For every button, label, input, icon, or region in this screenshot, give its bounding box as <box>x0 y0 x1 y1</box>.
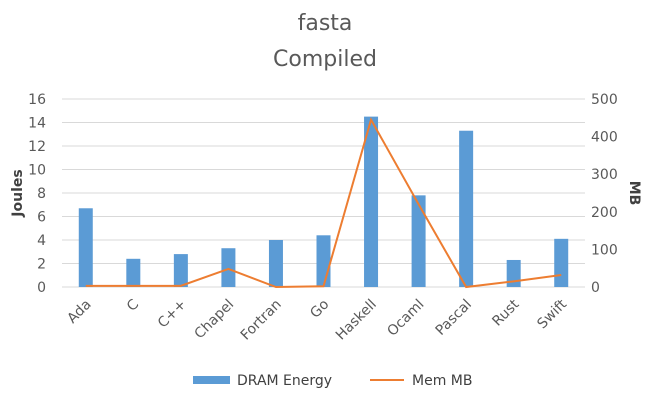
bar-go <box>316 235 331 287</box>
legend-label-mem-mb: Mem MB <box>412 373 472 389</box>
y-tick-label: 2 <box>37 257 46 273</box>
x-tick-label: Chapel <box>192 297 238 343</box>
x-axis-ticks: Ada C C++ Chapel Fortran Go Haskell Ocaml Pascal… <box>64 296 570 343</box>
y-tick-label: 6 <box>37 210 46 226</box>
legend: DRAM Energy Mem MB <box>193 373 472 389</box>
y2-axis-label: MB <box>626 181 642 206</box>
x-tick-label: Pascal <box>433 297 475 339</box>
y-tick-label: 8 <box>37 186 46 202</box>
y-tick-label: 14 <box>28 116 46 132</box>
bar-ocaml <box>411 195 426 287</box>
line-series <box>85 117 562 289</box>
y2-axis-ticks: 0 100 200 300 400 500 <box>591 92 618 296</box>
chart-subtitle: Compiled <box>273 47 377 72</box>
bar-chapel <box>221 248 236 287</box>
y-tick-label: 4 <box>37 233 46 249</box>
gridlines <box>62 98 585 288</box>
x-tick-label: Ada <box>64 297 94 327</box>
y2-tick-label: 100 <box>591 242 618 258</box>
y2-tick-label: 300 <box>591 167 618 183</box>
x-tick-label: C <box>124 296 142 314</box>
bar-c <box>126 258 141 287</box>
y-axis-ticks: 0 2 4 6 8 10 12 14 16 <box>28 92 46 296</box>
y2-tick-label: 500 <box>591 92 618 108</box>
bar-fortran <box>268 240 283 287</box>
bar-ada <box>78 208 93 287</box>
legend-swatch-dram-energy <box>193 376 230 384</box>
y2-tick-label: 400 <box>591 130 618 146</box>
y2-tick-label: 0 <box>591 280 600 296</box>
chart-title: fasta <box>298 11 353 36</box>
x-tick-label: C++ <box>155 297 190 332</box>
bar-pascal <box>459 130 474 287</box>
x-tick-label: Ocaml <box>384 297 427 340</box>
legend-label-dram-energy: DRAM Energy <box>237 373 332 389</box>
y-axis-label: Joules <box>10 169 26 217</box>
x-tick-label: Fortran <box>238 297 285 344</box>
line-mem-mb <box>85 117 562 289</box>
x-tick-label: Swift <box>534 296 570 332</box>
y-tick-label: 12 <box>28 139 46 155</box>
y-tick-label: 0 <box>37 280 46 296</box>
bar-series <box>78 116 569 287</box>
bar-haskell <box>364 116 379 287</box>
bar-swift <box>554 238 569 287</box>
y2-tick-label: 200 <box>591 205 618 221</box>
y-tick-label: 10 <box>28 163 46 179</box>
bar-c- <box>173 254 188 287</box>
x-tick-label: Rust <box>489 296 522 329</box>
x-tick-label: Haskell <box>333 297 380 344</box>
y-tick-label: 16 <box>28 92 46 108</box>
x-tick-label: Go <box>307 297 332 322</box>
